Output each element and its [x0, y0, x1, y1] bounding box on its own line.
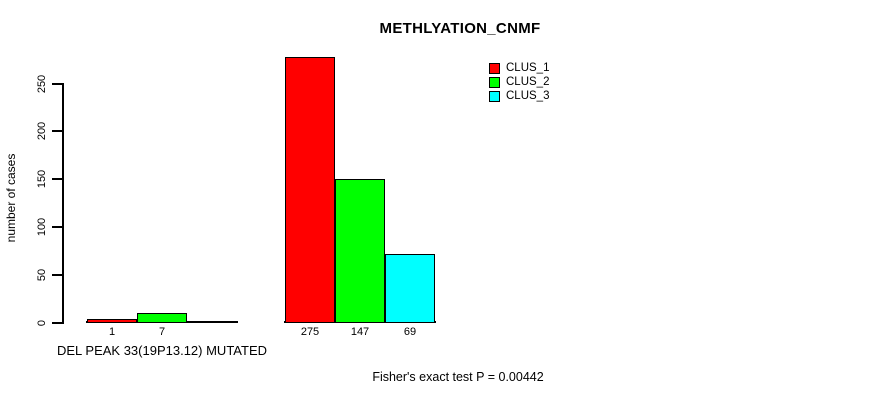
legend-swatch-clus_2-icon	[489, 77, 500, 88]
chart-title: METHLYATION_CNMF	[379, 20, 541, 37]
y-tick-mark	[52, 226, 64, 229]
fisher-test-annotation: Fisher's exact test P = 0.00442	[372, 370, 544, 384]
y-tick-mark	[52, 322, 64, 324]
y-tick-mark	[52, 82, 64, 85]
legend-swatch-clus_1-icon	[489, 63, 500, 74]
bar-clus_2-group2	[335, 179, 385, 323]
y-tick-label: 100	[36, 218, 48, 237]
bar-clus_1-group2	[285, 57, 335, 323]
bar-clus_3-group2	[385, 254, 435, 323]
bar-value-label: 69	[403, 326, 417, 338]
bar-value-label: 147	[350, 326, 370, 338]
y-tick-label: 0	[36, 319, 48, 327]
bar-value-label: 7	[158, 326, 166, 338]
bar-clus_2-group1	[137, 313, 187, 323]
bar-clus_1-group1	[87, 319, 137, 323]
y-tick-label: 200	[36, 122, 48, 141]
legend-label: CLUS_3	[506, 90, 550, 102]
y-axis-label: number of cases	[4, 153, 18, 243]
legend-item-clus_1: CLUS_1	[489, 62, 549, 75]
y-tick-label: 250	[36, 74, 48, 93]
bar-value-label: 1	[108, 326, 116, 338]
legend-label: CLUS_1	[506, 62, 550, 74]
legend-swatch-clus_3-icon	[489, 91, 500, 102]
y-tick-mark	[52, 130, 64, 133]
legend-item-clus_2: CLUS_2	[489, 76, 549, 89]
legend-label: CLUS_2	[506, 76, 550, 88]
x-axis-group-label: DEL PEAK 33(19P13.12) MUTATED	[56, 343, 268, 358]
legend: CLUS_1 CLUS_2 CLUS_3	[489, 62, 549, 104]
legend-item-clus_3: CLUS_3	[489, 90, 549, 103]
y-tick-mark	[52, 178, 64, 181]
bar-value-label: 275	[300, 326, 320, 338]
y-tick-label: 150	[36, 170, 48, 189]
y-axis-line	[62, 82, 64, 324]
y-tick-mark	[52, 274, 64, 277]
y-tick-label: 50	[36, 268, 48, 282]
